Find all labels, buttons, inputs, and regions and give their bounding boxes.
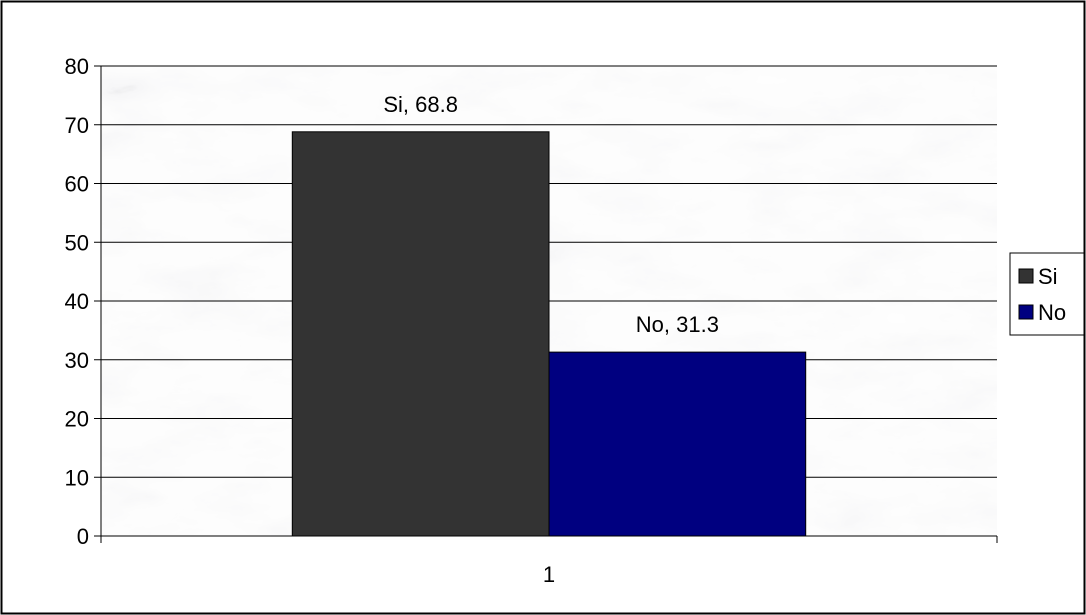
x-tick-label: 1 — [543, 562, 555, 587]
legend-label-si: Si — [1038, 264, 1058, 289]
y-tick-labels: 0 10 20 30 40 50 60 70 80 — [65, 54, 89, 549]
legend: Si No — [1009, 252, 1085, 336]
bars — [291, 131, 807, 537]
y-tick-label: 70 — [65, 113, 89, 138]
bar-no — [548, 351, 807, 537]
axes — [94, 65, 998, 543]
x-tick-labels: 1 — [543, 562, 555, 587]
legend-label-no: No — [1038, 300, 1066, 325]
data-labels: Si, 68.8 No, 31.3 — [383, 92, 719, 337]
y-tick-label: 10 — [65, 465, 89, 490]
y-tick-label: 30 — [65, 348, 89, 373]
legend-swatch-si — [1018, 268, 1034, 284]
legend-swatch-no — [1018, 304, 1034, 320]
data-label-no: No, 31.3 — [636, 312, 719, 337]
y-tick-label: 40 — [65, 289, 89, 314]
y-tick-label: 20 — [65, 407, 89, 432]
bar-si — [291, 131, 550, 537]
y-tick-label: 0 — [77, 524, 89, 549]
y-tick-label: 50 — [65, 230, 89, 255]
y-tick-label: 80 — [65, 54, 89, 79]
legend-box — [1009, 252, 1085, 336]
y-tick-label: 60 — [65, 172, 89, 197]
data-label-si: Si, 68.8 — [383, 92, 458, 117]
